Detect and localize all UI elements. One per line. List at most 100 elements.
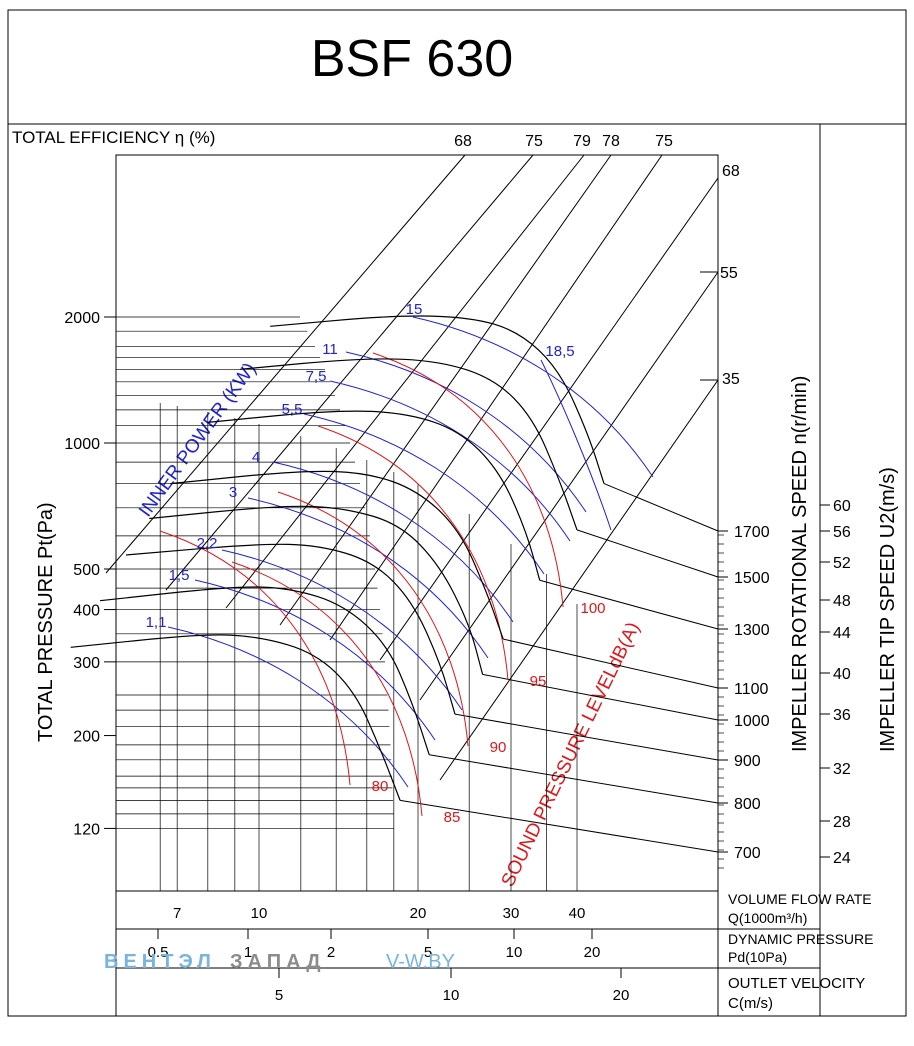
- tip-speed-tick-label: 60: [833, 498, 851, 515]
- efficiency-ray: [379, 177, 719, 661]
- power-value-label: 1,5: [169, 567, 190, 584]
- efficiency-top-label: 68: [454, 133, 472, 150]
- fan-curve: [125, 543, 456, 715]
- sound-line: [277, 491, 469, 747]
- power-value-label: 3: [229, 484, 237, 501]
- sound-value-label: 85: [444, 809, 461, 826]
- flow-axis-title: VOLUME FLOW RATE: [728, 891, 872, 907]
- watermark-brand-part2: ЗАПАД: [230, 951, 326, 973]
- y-tick-label: 400: [73, 603, 100, 620]
- power-line: [540, 359, 612, 531]
- dynamic-axis-title: DYNAMIC PRESSURE: [728, 931, 873, 947]
- fan-curve: [70, 634, 401, 801]
- y-axis-label: TOTAL PRESSURE Pt(Pa): [35, 502, 57, 742]
- fan-curve: [99, 586, 430, 755]
- efficiency-ray: [439, 379, 719, 781]
- velocity-axis-title: OUTLET VELOCITY: [728, 975, 865, 992]
- speed-tick-label: 800: [734, 796, 761, 813]
- dynamic-tick-label: 0.5: [148, 944, 169, 961]
- y-tick-label: 300: [73, 655, 100, 672]
- fan-curve: [207, 410, 541, 581]
- y-tick-label: 2000: [64, 310, 100, 327]
- speed-tick-label: 1100: [734, 681, 769, 698]
- tip-speed-tick-label: 40: [833, 666, 851, 683]
- speed-connector: [576, 529, 719, 578]
- tip-speed-tick-label: 24: [833, 850, 851, 867]
- efficiency-right-label: 55: [720, 265, 738, 282]
- sound-value-label: 80: [372, 778, 389, 795]
- power-line: [247, 497, 489, 659]
- efficiency-ray: [329, 154, 663, 641]
- dynamic-tick-label: 5: [424, 944, 432, 961]
- power-line: [167, 626, 409, 788]
- tip-speed-tick-label: 48: [833, 593, 851, 610]
- efficiency-ray: [225, 154, 585, 609]
- y-tick-label: 200: [73, 729, 100, 746]
- efficiency-top-label: 75: [525, 133, 543, 150]
- tip-speed-tick-label: 28: [833, 814, 851, 831]
- fan-curve: [270, 315, 605, 484]
- flow-tick-label: 7: [173, 905, 181, 922]
- dynamic-tick-label: 1: [244, 944, 252, 961]
- power-line: [412, 316, 654, 478]
- speed-connector: [603, 483, 719, 532]
- y-tick-label: 500: [73, 562, 100, 579]
- speed-tick-label: 900: [734, 753, 761, 770]
- power-line: [345, 351, 587, 513]
- dynamic-tick-label: 2: [327, 944, 335, 961]
- speed-tick-label: 1300: [734, 622, 770, 639]
- plot-frame: [115, 154, 719, 892]
- speed-connector: [482, 673, 719, 721]
- flow-tick-label: 20: [410, 905, 427, 922]
- flow-axis-unit: Q(1000m³/h): [728, 910, 807, 926]
- tip-speed-tick-label: 36: [833, 707, 851, 724]
- power-value-label: 4: [252, 449, 260, 466]
- power-value-label: 1,1: [146, 614, 167, 631]
- efficiency-right-label: 68: [722, 163, 740, 180]
- speed-tick-label: 1000: [734, 713, 770, 730]
- speed-tick-label: 700: [734, 845, 761, 862]
- efficiency-top-label: 78: [602, 133, 620, 150]
- y-tick-label: 120: [73, 821, 100, 838]
- power-value-label: 11: [322, 341, 338, 358]
- power-line: [194, 579, 436, 741]
- watermark-site: V-W.BY: [386, 951, 455, 973]
- velocity-axis-unit: C(m/s): [728, 995, 773, 1012]
- velocity-tick-label: 5: [275, 987, 283, 1004]
- tip-speed-tick-label: 32: [833, 761, 851, 778]
- efficiency-right-label: 35: [722, 371, 740, 388]
- power-line: [329, 380, 571, 542]
- sound-line: [317, 425, 509, 681]
- speed-connector: [539, 579, 719, 630]
- dynamic-tick-label: 20: [584, 944, 601, 961]
- efficiency-top-label: 79: [573, 133, 591, 150]
- y-tick-label: 1000: [64, 436, 100, 453]
- sound-value-label: 95: [530, 673, 547, 690]
- speed-tick-label: 1700: [734, 524, 770, 541]
- dynamic-axis-unit: Pd(10Pa): [728, 949, 787, 965]
- efficiency-ray: [165, 154, 534, 591]
- sound-line: [159, 530, 351, 786]
- power-value-label: 15: [406, 301, 423, 318]
- power-value-label: 7,5: [306, 368, 327, 385]
- tip-speed-tick-label: 44: [833, 625, 851, 642]
- tip-speed-axis-label: IMPELLER TIP SPEED U2(m/s): [877, 467, 899, 752]
- power-line: [303, 413, 545, 575]
- speed-connector: [454, 713, 719, 761]
- efficiency-ray: [105, 154, 466, 574]
- sound-value-label: 100: [580, 600, 605, 617]
- outer-frame: [7, 9, 907, 1017]
- sound-line: [231, 561, 423, 817]
- speed-connector: [400, 799, 719, 853]
- power-value-label: 18,5: [545, 343, 574, 360]
- dynamic-tick-label: 10: [506, 944, 523, 961]
- speed-axis-label: IMPELLER ROTATIONAL SPEED n(r/min): [789, 376, 811, 752]
- flow-tick-label: 10: [251, 905, 268, 922]
- sound-line: [372, 352, 564, 608]
- flow-tick-label: 40: [569, 905, 586, 922]
- speed-tick-label: 1500: [734, 570, 770, 587]
- watermark-brand-part1: ВЕНТЭЛ: [104, 951, 216, 973]
- flow-tick-label: 30: [503, 905, 520, 922]
